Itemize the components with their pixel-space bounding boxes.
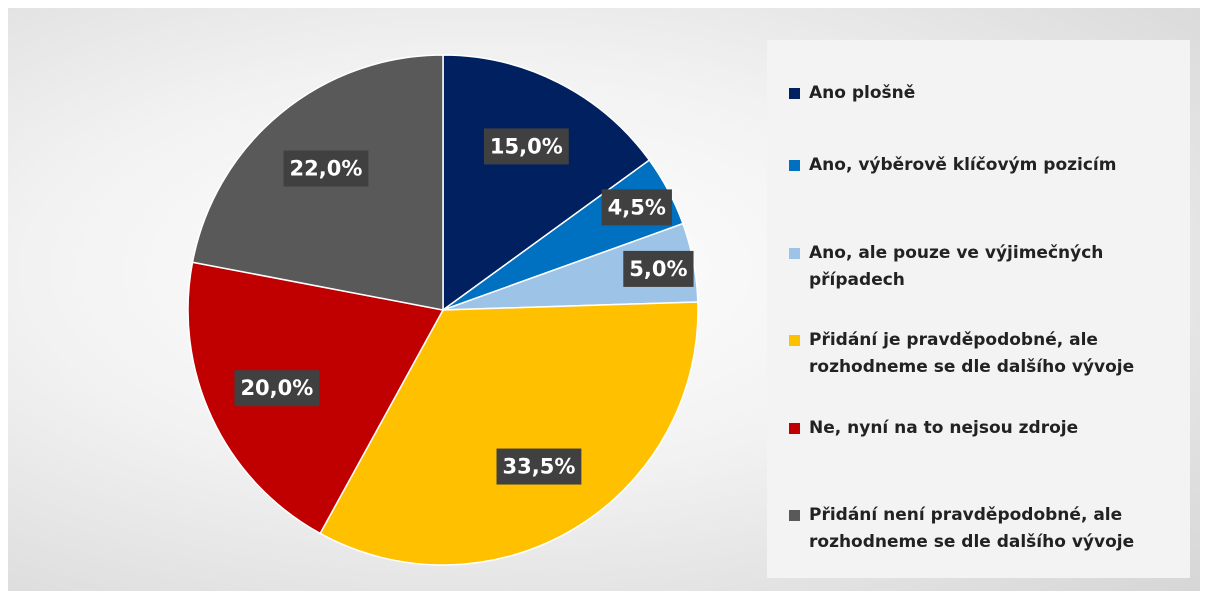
data-label-box — [623, 250, 694, 287]
pie-slice — [442, 54, 651, 312]
data-label-text: 33,5% — [503, 455, 576, 479]
legend-label: Ano plošně — [809, 83, 916, 103]
legend-item: Ano plošně — [789, 80, 1194, 107]
legend-swatch — [789, 248, 800, 259]
legend: Ano plošně Ano, výběrově klíčovým pozicím… — [767, 40, 1190, 578]
legend-swatch — [789, 335, 800, 346]
data-label: 5,0% — [623, 250, 694, 287]
data-label-text: 22,0% — [290, 157, 363, 181]
data-label-box — [234, 370, 320, 407]
legend-item: Ano, výběrově klíčovým pozicím — [789, 152, 1194, 179]
data-label: 20,0% — [234, 370, 320, 407]
legend-swatch — [789, 160, 800, 171]
data-label-text: 15,0% — [490, 134, 563, 158]
legend-label: Přidání není pravděpodobné, ale rozhodne… — [809, 505, 1135, 552]
legend-swatch — [789, 88, 800, 99]
data-label: 15,0% — [483, 128, 569, 165]
data-label: 22,0% — [283, 150, 369, 187]
data-label-text: 20,0% — [240, 376, 313, 400]
data-label-box — [483, 128, 569, 165]
legend-swatch — [789, 423, 800, 434]
legend-item: Přidání není pravděpodobné, ale rozhodne… — [789, 502, 1194, 556]
legend-label: Přidání je pravděpodobné, ale rozhodneme… — [809, 330, 1135, 377]
pie-slice — [319, 301, 699, 566]
legend-label: Ano, výběrově klíčovým pozicím — [809, 155, 1117, 175]
data-label: 4,5% — [601, 189, 672, 226]
legend-item: Přidání je pravděpodobné, ale rozhodneme… — [789, 327, 1194, 381]
legend-label: Ano, ale pouze ve výjimečných případech — [809, 243, 1104, 290]
data-label-box — [283, 150, 369, 187]
legend-item: Ano, ale pouze ve výjimečných případech — [789, 240, 1194, 294]
data-label-box — [496, 448, 582, 485]
data-label-text: 4,5% — [608, 195, 666, 219]
legend-label: Ne, nyní na to nejsou zdroje — [809, 418, 1079, 438]
legend-item: Ne, nyní na to nejsou zdroje — [789, 415, 1194, 442]
data-label-text: 5,0% — [629, 257, 687, 281]
data-label-box — [601, 189, 672, 226]
legend-swatch — [789, 510, 800, 521]
data-label: 33,5% — [496, 448, 582, 485]
